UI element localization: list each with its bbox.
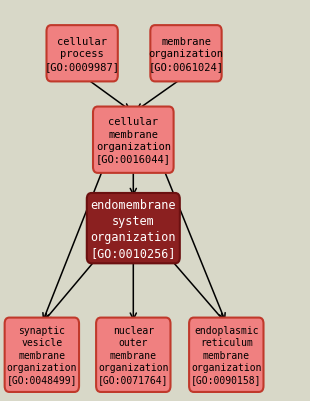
Text: endoplasmic
reticulum
membrane
organization
[GO:0090158]: endoplasmic reticulum membrane organizat…: [191, 325, 262, 385]
Text: synaptic
vesicle
membrane
organization
[GO:0048499]: synaptic vesicle membrane organization […: [7, 325, 77, 385]
Text: membrane
organization
[GO:0061024]: membrane organization [GO:0061024]: [148, 37, 224, 71]
FancyBboxPatch shape: [93, 107, 174, 173]
FancyBboxPatch shape: [150, 26, 222, 82]
FancyBboxPatch shape: [96, 318, 170, 392]
FancyBboxPatch shape: [87, 194, 180, 264]
FancyBboxPatch shape: [5, 318, 79, 392]
FancyBboxPatch shape: [46, 26, 118, 82]
Text: nuclear
outer
membrane
organization
[GO:0071764]: nuclear outer membrane organization [GO:…: [98, 325, 169, 385]
FancyBboxPatch shape: [189, 318, 264, 392]
Text: cellular
membrane
organization
[GO:0016044]: cellular membrane organization [GO:00160…: [96, 117, 171, 164]
Text: cellular
process
[GO:0009987]: cellular process [GO:0009987]: [45, 37, 120, 71]
Text: endomembrane
system
organization
[GO:0010256]: endomembrane system organization [GO:001…: [91, 198, 176, 259]
